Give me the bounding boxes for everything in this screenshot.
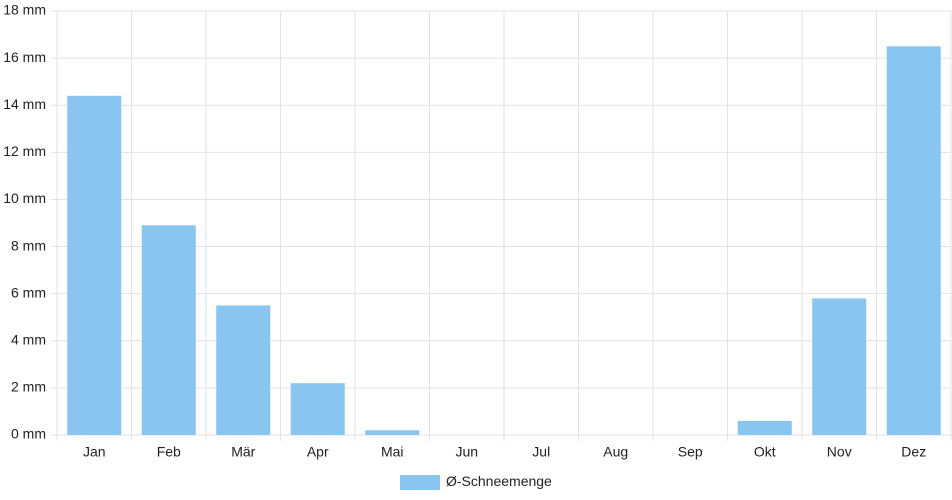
x-tick-label: Sep (678, 444, 703, 460)
bar (290, 383, 345, 435)
bar (737, 420, 792, 435)
bar (67, 95, 122, 436)
x-tick-label: Jan (83, 444, 106, 460)
y-tick-label: 8 mm (11, 237, 46, 253)
x-tick-label: Feb (157, 444, 181, 460)
x-tick-label: Aug (603, 444, 628, 460)
bar (216, 305, 271, 435)
bar (141, 225, 196, 435)
x-tick-label: Jun (455, 444, 478, 460)
x-tick-label: Jul (532, 444, 550, 460)
bar (886, 46, 941, 435)
y-tick-label: 12 mm (3, 143, 46, 159)
x-tick-label: Mai (381, 444, 404, 460)
y-tick-label: 16 mm (3, 49, 46, 65)
y-tick-label: 10 mm (3, 190, 46, 206)
y-tick-label: 2 mm (11, 379, 46, 395)
legend-swatch (400, 475, 440, 490)
bar (365, 430, 420, 435)
x-tick-label: Mär (231, 444, 255, 460)
y-tick-label: 0 mm (11, 426, 46, 442)
legend-label: Ø-Schneemenge (446, 473, 552, 489)
y-tick-label: 18 mm (3, 2, 46, 18)
y-tick-label: 4 mm (11, 331, 46, 347)
x-tick-label: Dez (901, 444, 926, 460)
y-tick-label: 14 mm (3, 96, 46, 112)
x-tick-label: Nov (827, 444, 852, 460)
x-tick-label: Apr (307, 444, 329, 460)
bar (812, 298, 867, 435)
y-tick-label: 6 mm (11, 284, 46, 300)
x-tick-label: Okt (754, 444, 776, 460)
